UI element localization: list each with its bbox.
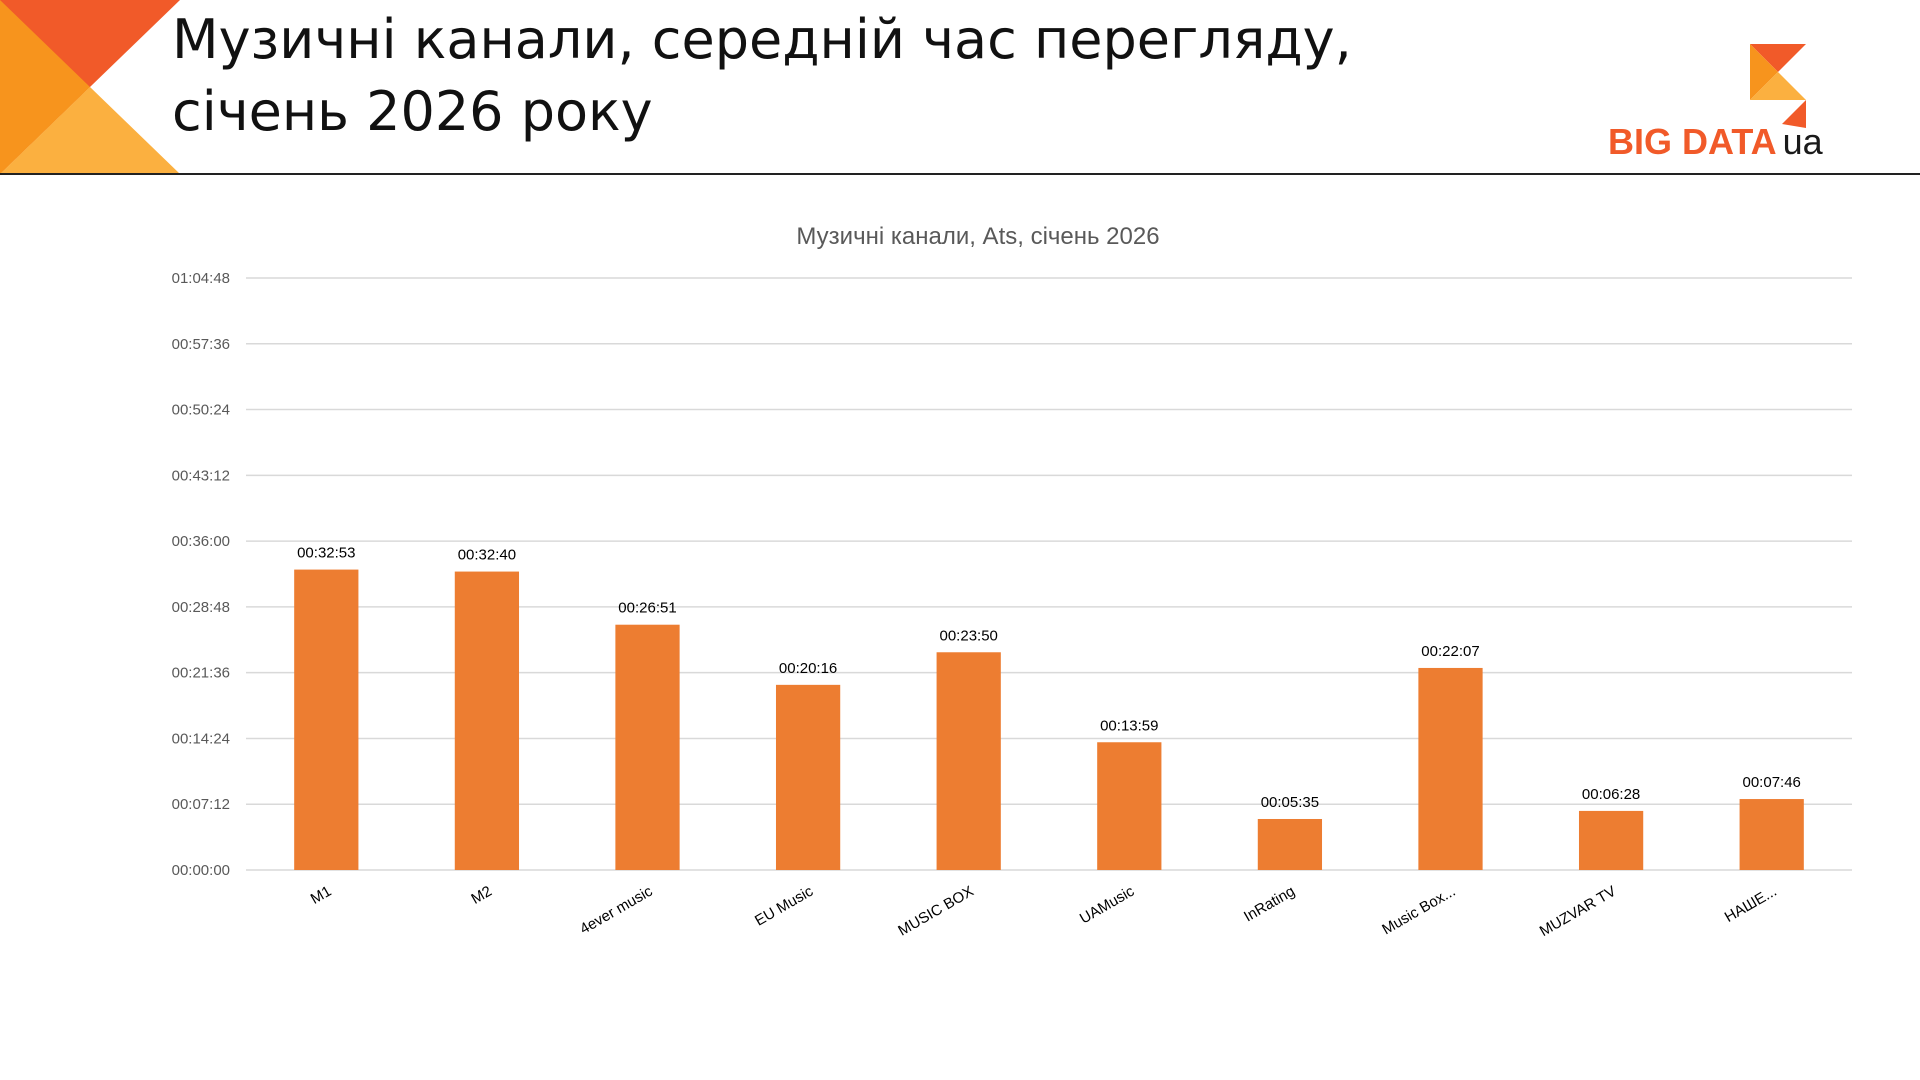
x-tick-label: MUZVAR TV: [1537, 883, 1619, 940]
y-tick-label: 01:04:48: [172, 270, 230, 287]
x-tick-label: InRating: [1241, 883, 1298, 926]
x-axis-ticks: M1 M2 4ever music EU Music MUSIC BOX UAMusic I…: [308, 882, 1780, 940]
x-tick-label: EU Music: [752, 882, 817, 929]
data-label: 00:06:28: [1582, 786, 1640, 803]
data-label: 00:32:53: [297, 545, 355, 562]
y-tick-label: 00:00:00: [172, 862, 230, 879]
y-tick-label: 00:50:24: [172, 402, 230, 419]
big-data-logo: BIG DATA ua: [1600, 44, 1840, 164]
logo-mark-icon: [1750, 44, 1806, 128]
x-tick-label: MUSIC BOX: [895, 883, 976, 940]
page-title-line-2: січень 2026 року: [172, 80, 653, 143]
x-tick-label: Music Box...: [1379, 883, 1458, 939]
page-title: Музичні канали, середній час перегляду, …: [172, 4, 1352, 148]
bar: [936, 652, 1001, 870]
data-label: 00:05:35: [1261, 794, 1319, 811]
x-tick-label: UAMusic: [1077, 882, 1138, 927]
bar: [775, 684, 841, 870]
data-label: 00:20:16: [779, 660, 837, 677]
data-label: 00:32:40: [458, 547, 516, 564]
corner-decoration: [0, 0, 180, 174]
data-label: 00:22:07: [1421, 643, 1479, 660]
bar: [1739, 799, 1804, 870]
bar: [294, 569, 359, 870]
y-tick-label: 00:43:12: [172, 467, 230, 484]
bar-chart: Музичні канали, Ats, січень 2026 00:00:0…: [172, 223, 1852, 940]
bar: [1578, 810, 1644, 870]
data-label: 00:23:50: [940, 627, 998, 644]
deco-triangle-orange: [0, 0, 90, 174]
x-tick-label: M2: [468, 883, 495, 908]
y-tick-label: 00:21:36: [172, 665, 230, 682]
x-tick-label: 4ever music: [577, 882, 656, 937]
y-tick-label: 00:36:00: [172, 533, 230, 550]
data-label: 00:07:46: [1743, 774, 1801, 791]
y-tick-label: 00:57:36: [172, 336, 230, 353]
header-divider: [0, 173, 1920, 175]
bar: [454, 571, 520, 870]
y-tick-label: 00:28:48: [172, 599, 230, 616]
bar: [1097, 742, 1162, 870]
logo-text: BIG DATA ua: [1608, 120, 1823, 164]
page-title-line-1: Музичні канали, середній час перегляду,: [172, 8, 1352, 71]
x-tick-label: НАШЕ...: [1722, 883, 1780, 926]
bars: [294, 569, 1804, 870]
y-axis-ticks: 00:00:00 00:07:12 00:14:24 00:21:36 00:28:48…: [172, 270, 230, 879]
chart-title: Музичні канали, Ats, січень 2026: [796, 223, 1159, 250]
x-tick-label: M1: [308, 883, 335, 908]
logo-text-main: BIG DATA: [1608, 121, 1777, 162]
data-labels: 00:32:53 00:32:40 00:26:51 00:20:16 00:23:50…: [297, 545, 1801, 811]
data-label: 00:13:59: [1100, 717, 1158, 734]
data-label: 00:26:51: [618, 600, 676, 617]
bar: [1257, 818, 1323, 870]
bar: [615, 624, 680, 870]
y-tick-label: 00:14:24: [172, 730, 230, 747]
y-tick-label: 00:07:12: [172, 796, 230, 813]
logo-text-suffix: ua: [1782, 121, 1823, 162]
deco-triangle-yellow: [0, 87, 180, 174]
bar: [1418, 667, 1483, 870]
